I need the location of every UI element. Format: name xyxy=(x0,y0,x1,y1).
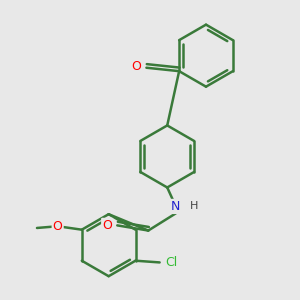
Text: H: H xyxy=(190,201,198,212)
Text: O: O xyxy=(53,220,63,233)
Text: Cl: Cl xyxy=(165,256,177,269)
Text: O: O xyxy=(131,60,141,74)
Text: O: O xyxy=(102,219,112,232)
Text: N: N xyxy=(171,200,181,213)
